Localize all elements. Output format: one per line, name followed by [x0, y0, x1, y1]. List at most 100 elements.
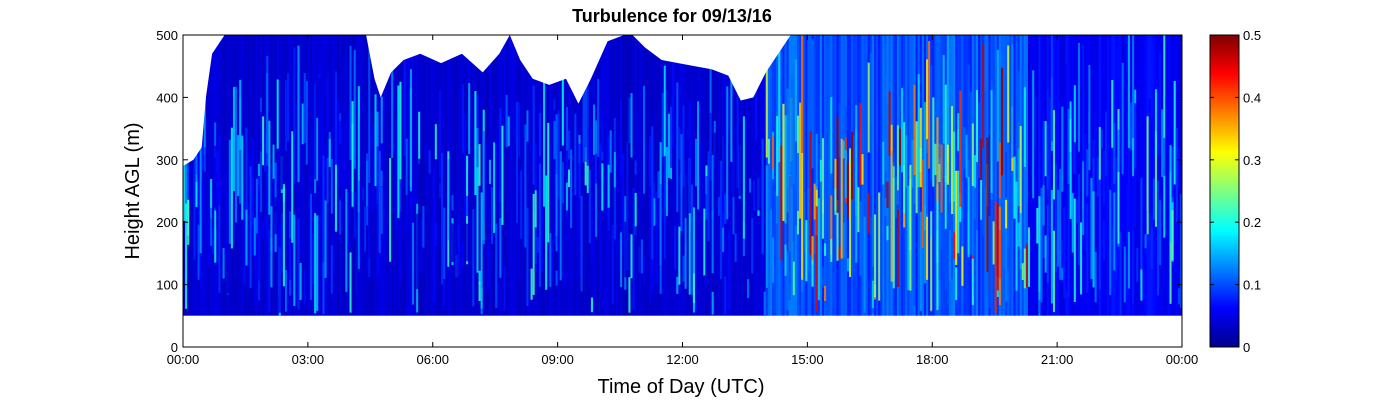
colorbar: 0 0.1 0.2 0.3 0.4 0.5: [1209, 28, 1261, 355]
turbulence-streak: [630, 93, 633, 158]
heatmap-column: [1007, 35, 1010, 316]
heatmap-column: [807, 35, 810, 316]
heatmap-column: [1005, 35, 1008, 316]
turbulence-streak: [380, 96, 384, 144]
turbulence-streak: [582, 84, 586, 163]
heatmap-column: [1036, 35, 1039, 316]
turbulence-streak: [855, 105, 858, 216]
turbulence-streak: [1154, 89, 1158, 155]
turbulence-streak: [203, 94, 207, 156]
turbulence-streak: [405, 138, 409, 195]
turbulence-streak: [438, 183, 442, 198]
heatmap-column: [1127, 35, 1131, 316]
turbulence-streak: [765, 69, 769, 158]
turbulence-streak: [309, 82, 313, 155]
turbulence-streak: [205, 91, 209, 215]
turbulence-streak: [347, 167, 350, 246]
turbulence-streak: [1129, 102, 1133, 151]
y-tick-label: 100: [156, 278, 178, 293]
turbulence-streak: [838, 103, 842, 157]
turbulence-streak: [486, 144, 490, 265]
turbulence-streak: [757, 88, 760, 211]
turbulence-streak: [251, 138, 255, 257]
turbulence-streak: [611, 224, 615, 305]
turbulence-streak: [894, 176, 898, 218]
turbulence-streak: [1038, 300, 1041, 315]
turbulence-streak: [824, 285, 827, 302]
turbulence-streak: [247, 149, 250, 281]
heatmap: [183, 35, 1183, 316]
turbulence-streak: [771, 136, 775, 169]
turbulence-streak: [1163, 35, 1166, 168]
turbulence-streak: [674, 225, 677, 270]
turbulence-streak: [293, 214, 296, 307]
turbulence-streak: [886, 226, 889, 241]
turbulence-streak: [428, 150, 432, 174]
turbulence-streak: [453, 194, 457, 268]
turbulence-streak: [351, 101, 355, 207]
turbulence-streak: [511, 255, 515, 275]
turbulence-streak: [857, 187, 860, 233]
turbulence-streak: [1005, 35, 1008, 152]
turbulence-streak: [765, 165, 769, 288]
turbulence-streak: [888, 91, 892, 156]
turbulence-streak: [540, 177, 544, 273]
turbulence-streak: [915, 121, 919, 214]
turbulence-streak: [239, 217, 242, 315]
turbulence-streak: [372, 122, 375, 210]
heatmap-column: [830, 35, 833, 316]
turbulence-streak: [455, 142, 459, 256]
turbulence-streak: [1132, 230, 1135, 304]
heatmap-column: [287, 35, 290, 316]
turbulence-streak: [907, 185, 910, 291]
turbulence-streak: [967, 159, 971, 255]
turbulence-streak: [1173, 81, 1177, 185]
turbulence-streak: [399, 179, 402, 282]
turbulence-streak: [276, 79, 280, 149]
turbulence-streak: [948, 203, 952, 242]
turbulence-streak: [886, 102, 889, 179]
turbulence-streak: [578, 143, 581, 198]
turbulence-streak: [218, 135, 221, 205]
turbulence-streak: [389, 86, 392, 161]
heatmap-column: [605, 35, 608, 316]
turbulence-streak: [253, 236, 257, 307]
heatmap-column: [426, 35, 429, 316]
turbulence-streak: [474, 91, 477, 195]
colorbar-tick-label: 0.4: [1243, 90, 1261, 105]
turbulence-streak: [522, 46, 525, 177]
turbulence-streak: [926, 59, 929, 154]
turbulence-streak: [751, 213, 754, 274]
turbulence-streak: [846, 258, 850, 272]
x-tick-label: 09:00: [541, 352, 574, 367]
turbulence-streak: [871, 280, 875, 309]
heatmap-column: [609, 35, 613, 316]
turbulence-streak: [1121, 143, 1125, 248]
turbulence-streak: [559, 151, 563, 281]
turbulence-streak: [476, 167, 479, 273]
turbulence-streak: [1086, 203, 1089, 293]
turbulence-streak: [189, 165, 192, 198]
turbulence-streak: [491, 187, 494, 244]
turbulence-streak: [538, 163, 542, 287]
x-axis-label: Time of Day (UTC): [597, 376, 764, 398]
turbulence-streak: [713, 132, 717, 257]
turbulence-streak: [851, 131, 854, 200]
heatmap-column: [582, 35, 586, 316]
heatmap-column: [1025, 35, 1029, 316]
heatmap-column: [767, 35, 771, 316]
turbulence-streak: [297, 45, 300, 183]
turbulence-streak: [955, 170, 958, 266]
turbulence-streak: [411, 222, 415, 305]
turbulence-streak: [1157, 55, 1160, 151]
heatmap-column: [353, 35, 357, 316]
turbulence-streak: [260, 111, 263, 152]
x-tick-label: 21:00: [1041, 352, 1074, 367]
heatmap-column: [1159, 35, 1162, 316]
turbulence-streak: [911, 139, 914, 188]
heatmap-column: [355, 35, 359, 316]
turbulence-streak: [1115, 156, 1118, 280]
turbulence-streak: [978, 102, 981, 179]
turbulence-streak: [628, 277, 631, 313]
turbulence-streak: [613, 152, 617, 188]
